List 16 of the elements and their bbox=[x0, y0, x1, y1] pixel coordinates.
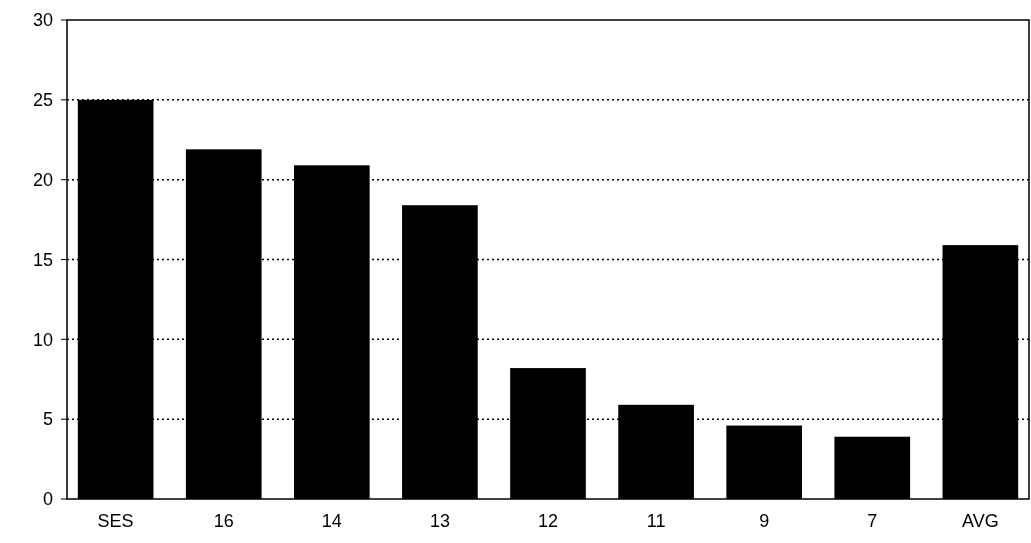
x-tick-label: 16 bbox=[213, 511, 234, 531]
x-tick-label: 11 bbox=[646, 511, 666, 531]
y-tick-label: 0 bbox=[42, 489, 53, 510]
y-tick-label: 25 bbox=[32, 90, 53, 111]
x-tick-label: 9 bbox=[759, 511, 770, 531]
x-tick-label: SES bbox=[97, 511, 134, 531]
y-tick-label: 20 bbox=[32, 169, 53, 190]
y-tick-label: 5 bbox=[42, 409, 53, 430]
x-tick-label: 13 bbox=[429, 511, 450, 531]
x-tick-label: 14 bbox=[321, 511, 342, 531]
y-tick-label: 10 bbox=[32, 329, 53, 350]
y-tick-label: 15 bbox=[32, 249, 53, 270]
y-tick-label: 30 bbox=[32, 10, 53, 31]
x-tick-label: AVG bbox=[962, 511, 999, 531]
x-tick-label: 7 bbox=[867, 511, 878, 531]
x-tick-label: 12 bbox=[537, 511, 559, 531]
